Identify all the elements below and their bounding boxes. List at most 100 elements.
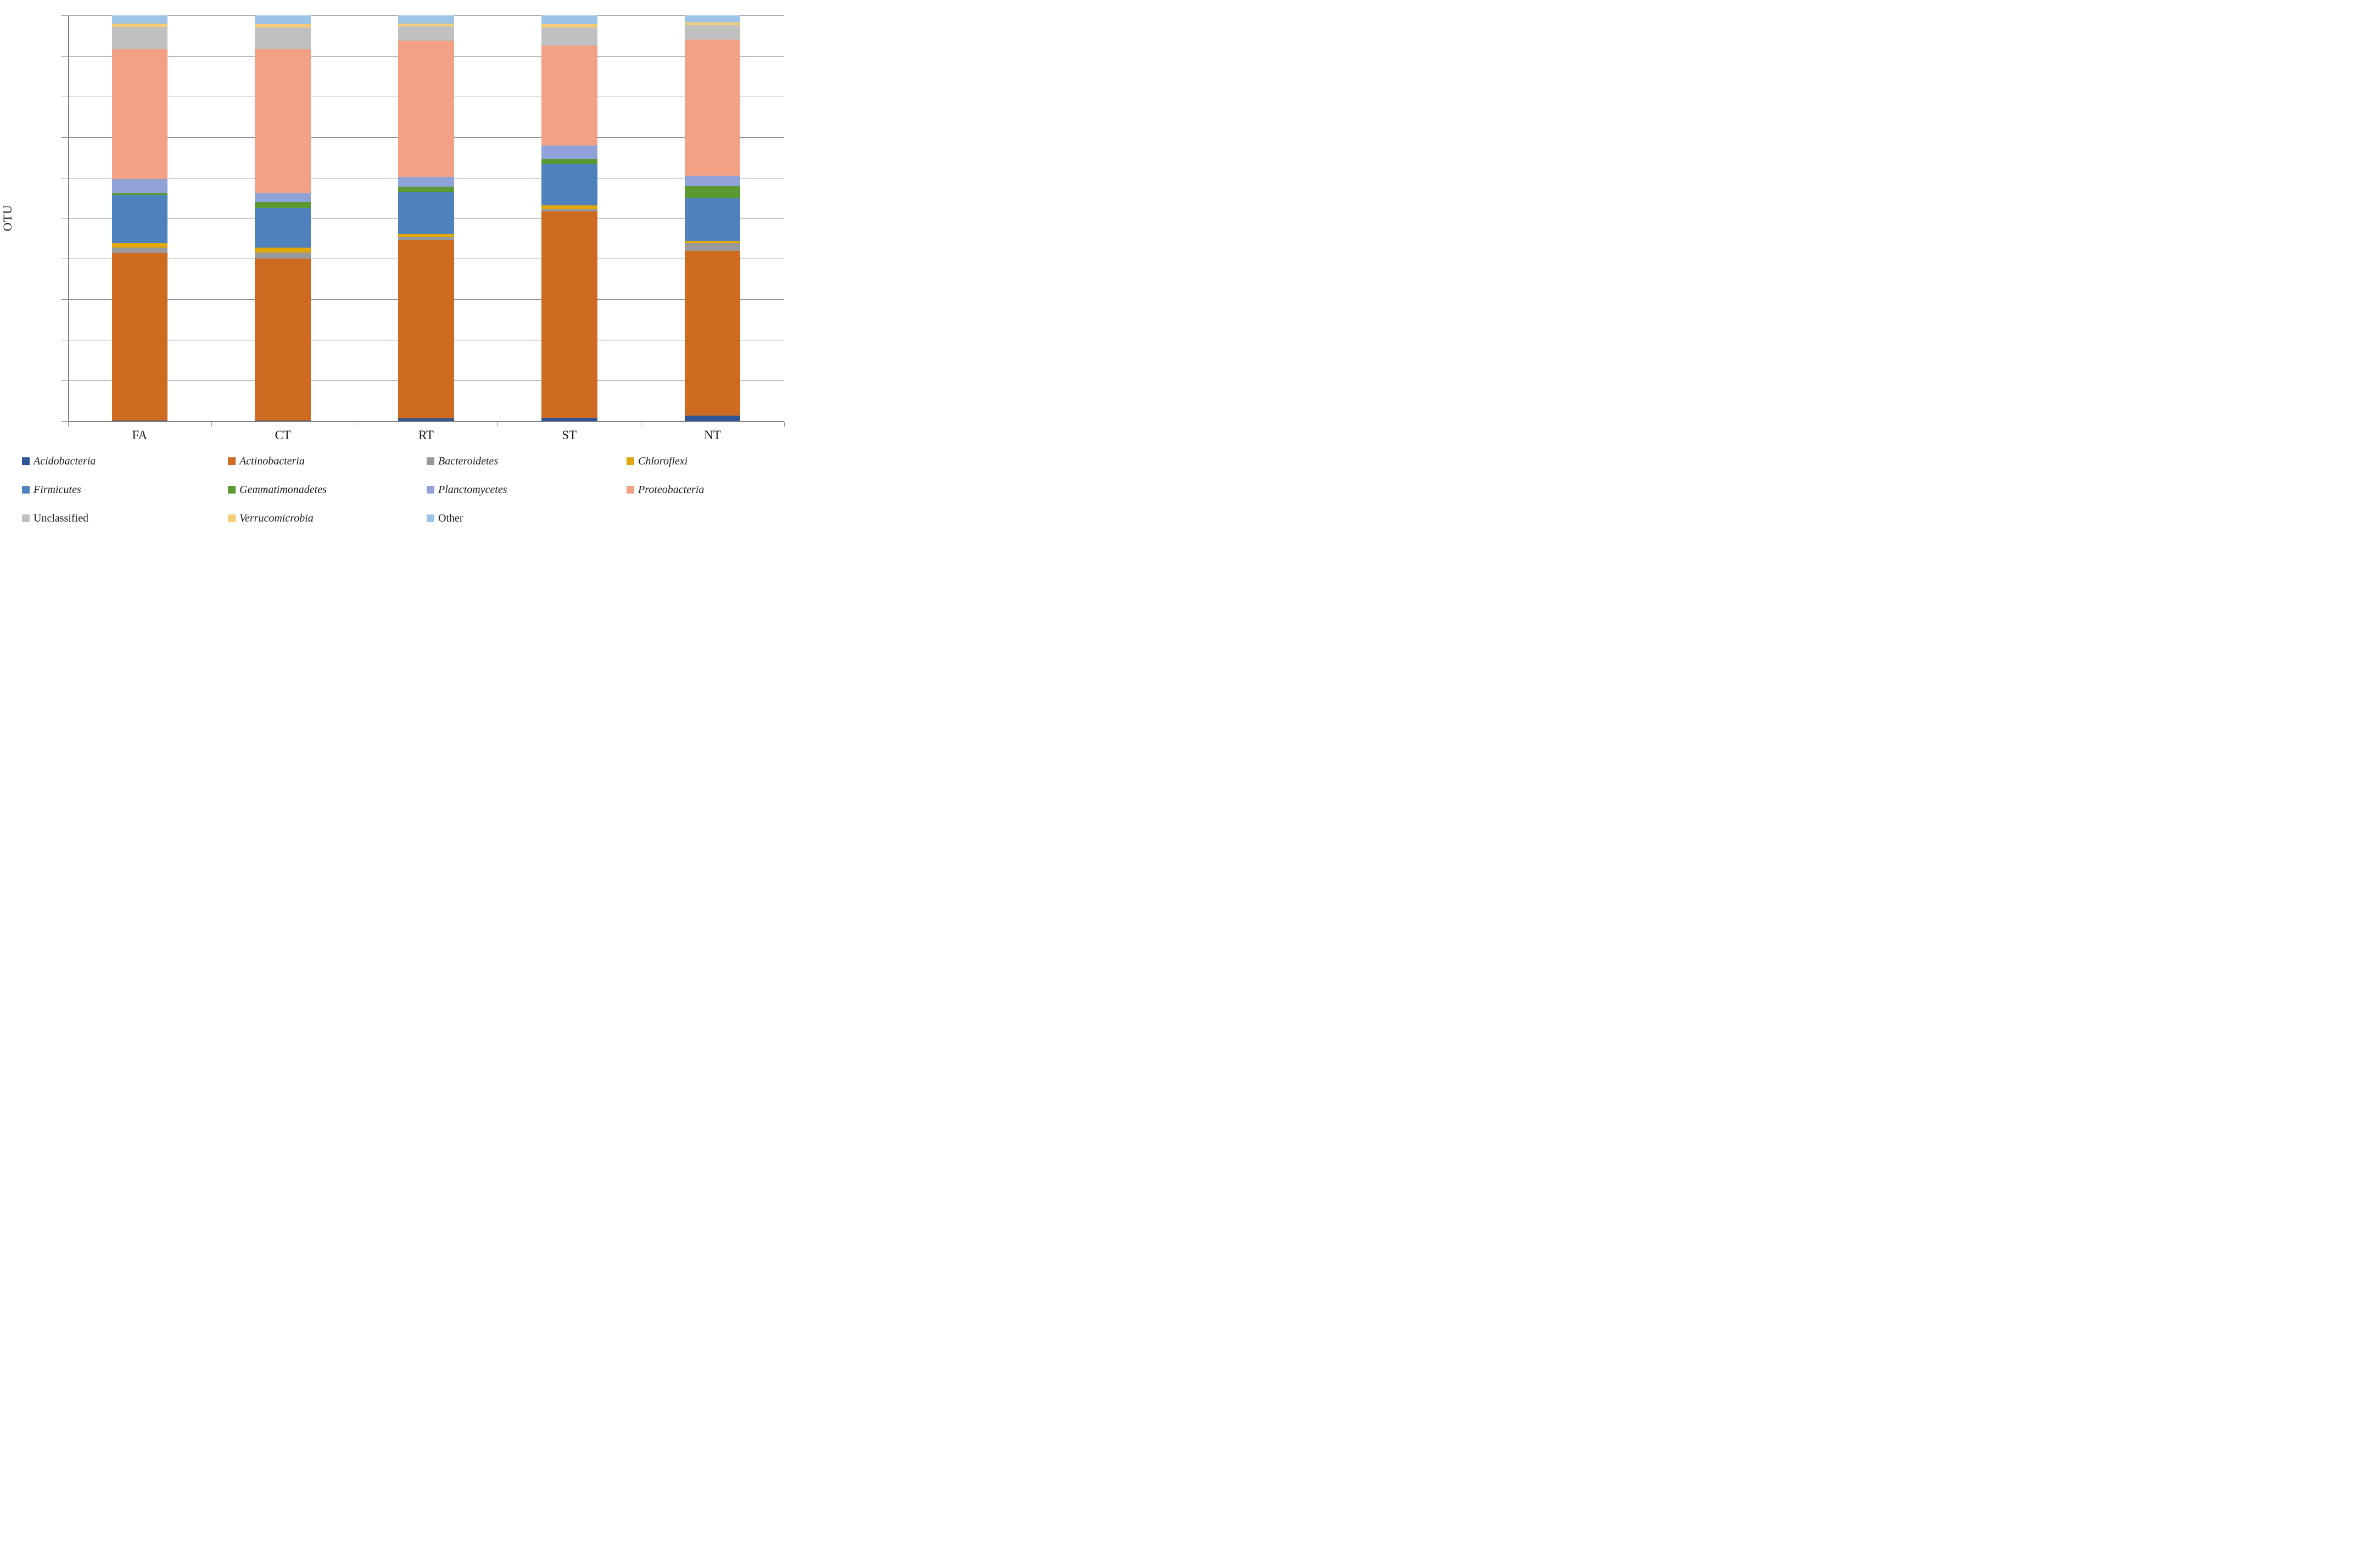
y-axis-title: OTU: [1, 204, 14, 232]
bar-segment-other-NT: [684, 15, 741, 23]
stacked-bar-CT: [255, 15, 311, 421]
y-tick-mark: [62, 137, 68, 138]
bar-segment-planctomycetes-CT: [255, 193, 311, 202]
x-axis-label-CT: CT: [275, 428, 291, 442]
legend-swatch-verrucomicrobia: [228, 514, 236, 522]
bar-slot-RT: [355, 15, 498, 421]
legend-item-other: Other: [427, 504, 627, 523]
y-axis-line: [68, 15, 69, 422]
legend: Acidobacteria Actinobacteria Bacteroidetes…: [0, 447, 791, 523]
legend-label: Other: [438, 512, 463, 524]
bar-segment-unclassified-FA: [111, 26, 168, 49]
bar-segment-bacteroidetes-RT: [398, 237, 454, 240]
bar-segment-other-FA: [111, 15, 168, 24]
x-tick-mark: [784, 422, 785, 427]
bar-segment-actinobacteria-CT: [255, 259, 311, 421]
bar-slot-CT: [211, 15, 355, 421]
bar-segment-verrucomicrobia-ST: [541, 24, 597, 27]
legend-label: Acidobacteria: [33, 455, 96, 467]
bar-segment-chloroflexi-ST: [541, 205, 597, 210]
legend-item-bacteroidetes: Bacteroidetes: [427, 447, 627, 475]
legend-item-chloroflexi: Chloroflexi: [627, 447, 791, 475]
bar-segment-bacteroidetes-CT: [255, 252, 311, 259]
bar-segment-gemmatimonadetes-CT: [255, 202, 311, 209]
legend-item-planctomycetes: Planctomycetes: [427, 475, 627, 504]
bar-segment-proteobacteria-FA: [111, 49, 168, 179]
bar-segment-planctomycetes-NT: [684, 175, 741, 187]
bar-segment-proteobacteria-CT: [255, 48, 311, 194]
bar-segment-verrucomicrobia-CT: [255, 24, 311, 27]
stacked-bar-FA: [111, 15, 168, 421]
x-axis-label-ST: ST: [562, 428, 577, 442]
bar-segment-firmicutes-FA: [111, 194, 168, 243]
legend-item-gemmatimonadetes: Gemmatimonadetes: [228, 475, 427, 504]
bar-segment-planctomycetes-RT: [398, 177, 454, 187]
bar-segment-verrucomicrobia-RT: [398, 23, 454, 26]
legend-swatch-firmicutes: [22, 486, 30, 494]
y-tick-mark: [62, 421, 68, 422]
bar-segment-other-CT: [255, 15, 311, 25]
legend-item-verrucomicrobia: Verrucomicrobia: [228, 504, 427, 523]
bar-segment-acidobacteria-ST: [541, 418, 597, 421]
bar-segment-other-ST: [541, 15, 597, 25]
bar-segment-unclassified-NT: [684, 25, 741, 40]
x-tick-mark: [68, 422, 69, 427]
stacked-bar-RT: [398, 15, 454, 421]
bar-segment-other-RT: [398, 15, 454, 24]
legend-swatch-proteobacteria: [627, 486, 634, 494]
bar-segment-gemmatimonadetes-FA: [111, 193, 168, 195]
legend-swatch-chloroflexi: [627, 457, 634, 465]
x-axis-label-FA: FA: [132, 428, 148, 442]
bar-segment-actinobacteria-RT: [398, 240, 454, 418]
bar-slot-ST: [498, 15, 641, 421]
bar-segment-firmicutes-ST: [541, 164, 597, 205]
legend-item-acidobacteria: Acidobacteria: [22, 447, 228, 475]
legend-swatch-actinobacteria: [228, 457, 236, 465]
x-tick-mark: [211, 422, 212, 427]
bar-segment-planctomycetes-ST: [541, 145, 597, 159]
bar-segment-actinobacteria-NT: [684, 251, 741, 416]
bar-segment-verrucomicrobia-NT: [684, 22, 741, 25]
bar-slot-FA: [68, 15, 211, 421]
bar-segment-bacteroidetes-FA: [111, 248, 168, 254]
legend-swatch-bacteroidetes: [427, 457, 434, 465]
bar-segment-chloroflexi-RT: [398, 234, 454, 237]
bar-segment-acidobacteria-NT: [684, 416, 741, 421]
y-tick-mark: [62, 299, 68, 300]
bar-segment-firmicutes-NT: [684, 198, 741, 241]
bar-segment-acidobacteria-RT: [398, 418, 454, 421]
legend-label: Verrucomicrobia: [239, 512, 314, 524]
bar-segment-planctomycetes-FA: [111, 178, 168, 193]
legend-item-proteobacteria: Proteobacteria: [627, 475, 791, 504]
bar-segment-gemmatimonadetes-RT: [398, 186, 454, 193]
legend-label: Chloroflexi: [638, 455, 688, 467]
bar-segment-bacteroidetes-ST: [541, 209, 597, 211]
legend-label: Planctomycetes: [438, 483, 507, 496]
legend-swatch-other: [427, 514, 434, 522]
bar-segment-verrucomicrobia-FA: [111, 23, 168, 27]
x-axis-label-RT: RT: [418, 428, 434, 442]
legend-label: Bacteroidetes: [438, 455, 499, 467]
bar-segment-chloroflexi-CT: [255, 247, 311, 253]
y-tick-mark: [62, 55, 68, 57]
legend-label: Proteobacteria: [638, 483, 705, 496]
legend-label: Firmicutes: [33, 483, 81, 496]
legend-swatch-planctomycetes: [427, 486, 434, 494]
bar-segment-gemmatimonadetes-NT: [684, 186, 741, 199]
bar-segment-proteobacteria-ST: [541, 45, 597, 145]
bar-segment-gemmatimonadetes-ST: [541, 159, 597, 164]
bar-segment-proteobacteria-NT: [684, 39, 741, 176]
legend-label: Gemmatimonadetes: [239, 483, 327, 496]
legend-item-firmicutes: Firmicutes: [22, 475, 228, 504]
legend-item-actinobacteria: Actinobacteria: [228, 447, 427, 475]
bar-segment-unclassified-ST: [541, 27, 597, 46]
legend-label: Actinobacteria: [239, 455, 305, 467]
bar-segment-firmicutes-CT: [255, 208, 311, 248]
legend-swatch-unclassified: [22, 514, 30, 522]
bar-segment-actinobacteria-FA: [111, 253, 168, 421]
stacked-bar-NT: [684, 15, 741, 421]
legend-item-unclassified: Unclassified: [22, 504, 228, 523]
x-axis-label-NT: NT: [704, 428, 721, 442]
bar-segment-chloroflexi-FA: [111, 243, 168, 248]
bar-segment-unclassified-RT: [398, 26, 454, 41]
